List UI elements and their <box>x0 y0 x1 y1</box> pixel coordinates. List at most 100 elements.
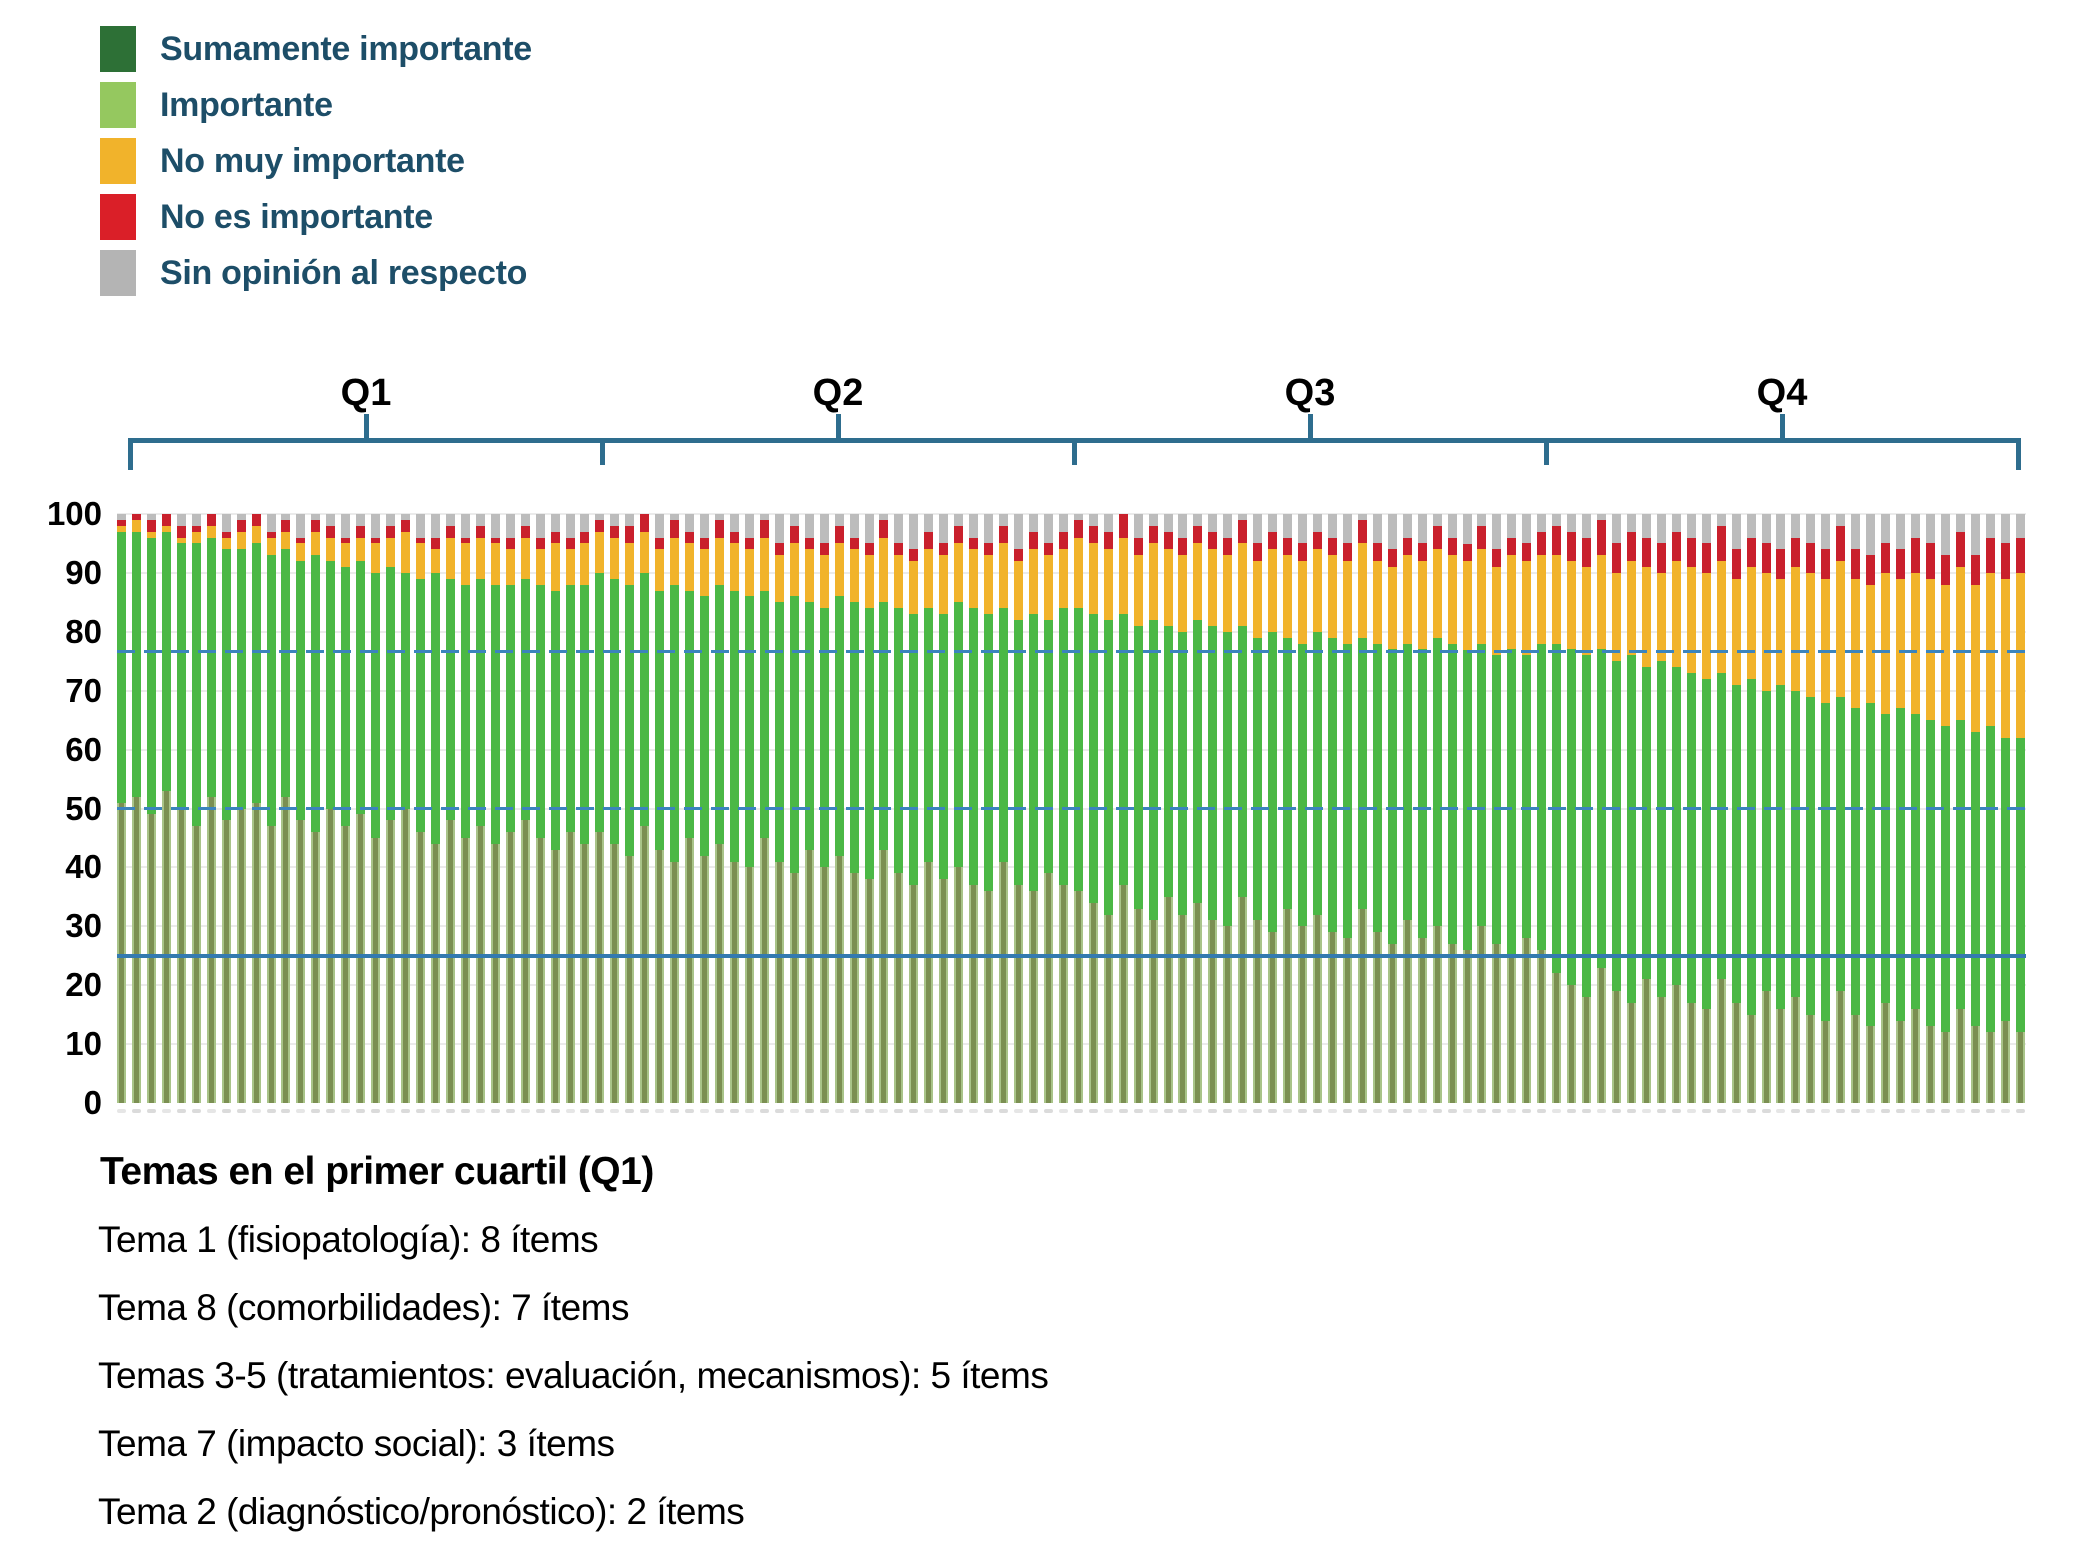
x-tick-smudge <box>759 1109 769 1113</box>
segment-no_es <box>1925 543 1935 579</box>
segment-importante <box>1028 614 1038 891</box>
segment-no_muy <box>117 525 126 532</box>
segment-importante <box>505 584 515 833</box>
segment-sin_opinion <box>1911 514 1920 538</box>
stacked-bar <box>281 514 291 1103</box>
segment-importante <box>1701 678 1711 1009</box>
segment-sin_opinion <box>670 514 680 520</box>
segment-importante <box>1896 708 1906 1021</box>
segment-no_muy <box>1507 555 1517 650</box>
footer-line: Temas 3-5 (tratamientos: evaluación, mec… <box>98 1355 1049 1396</box>
segment-no_muy <box>1731 578 1741 685</box>
segment-sumamente <box>356 814 366 1103</box>
segment-importante <box>1821 702 1831 1021</box>
segment-no_es <box>1118 514 1128 538</box>
x-tick-smudge <box>849 1109 859 1113</box>
segment-sin_opinion <box>1731 514 1741 550</box>
quartile-label-q3: Q3 <box>1284 372 1336 414</box>
bracket-boundary-tick <box>2016 438 2021 470</box>
stacked-bar <box>266 514 276 1103</box>
segment-sumamente <box>1043 873 1053 1103</box>
segment-no_es <box>430 537 440 550</box>
segment-no_es <box>610 525 620 538</box>
segment-no_muy <box>879 537 889 603</box>
x-tick-smudge <box>1522 1109 1532 1113</box>
segment-no_es <box>1985 537 1995 573</box>
segment-no_es <box>1088 525 1098 544</box>
segment-importante <box>131 531 141 797</box>
x-tick-smudge <box>445 1109 455 1113</box>
quartile-label-q1: Q1 <box>340 372 392 414</box>
stacked-bar <box>715 514 724 1103</box>
segment-sumamente <box>685 837 695 1103</box>
x-tick-smudge <box>1671 1109 1681 1113</box>
stacked-bar <box>1851 514 1861 1103</box>
segment-sin_opinion <box>505 514 515 538</box>
segment-sumamente <box>1492 943 1502 1103</box>
x-tick-smudge <box>1582 1109 1592 1113</box>
segment-no_es <box>1522 543 1532 562</box>
segment-no_muy <box>1298 561 1308 644</box>
segment-importante <box>1851 708 1861 1015</box>
x-tick-smudge <box>1133 1109 1143 1113</box>
stacked-bar <box>1253 514 1263 1103</box>
segment-sumamente <box>1103 914 1113 1103</box>
segment-no_muy <box>191 531 201 544</box>
segment-sumamente <box>1253 920 1263 1103</box>
stacked-bar <box>460 514 470 1103</box>
segment-no_es <box>117 519 126 526</box>
segment-sumamente <box>445 820 455 1103</box>
segment-no_muy <box>1432 549 1442 638</box>
segment-sumamente <box>700 855 710 1103</box>
x-tick-smudge <box>670 1109 680 1113</box>
segment-no_es <box>326 525 336 538</box>
segment-sin_opinion <box>999 514 1009 526</box>
segment-no_muy <box>1911 572 1920 715</box>
stacked-bar <box>1208 514 1218 1103</box>
segment-sin_opinion <box>1776 514 1786 550</box>
x-tick-smudge <box>879 1109 889 1113</box>
stacked-bar <box>565 514 575 1103</box>
segment-sumamente <box>954 867 964 1103</box>
segment-no_muy <box>1447 555 1457 644</box>
segment-importante <box>1776 684 1786 1009</box>
segment-importante <box>655 590 665 850</box>
segment-sumamente <box>550 849 560 1103</box>
segment-importante <box>460 584 470 838</box>
segment-sin_opinion <box>1193 514 1203 526</box>
segment-no_muy <box>1088 543 1098 615</box>
segment-importante <box>1268 631 1278 933</box>
stacked-bar <box>984 514 994 1103</box>
stacked-bar <box>251 514 261 1103</box>
segment-importante <box>744 596 754 868</box>
segment-no_muy <box>729 543 739 591</box>
segment-sumamente <box>1298 926 1308 1103</box>
segment-sin_opinion <box>221 514 231 532</box>
stacked-bar <box>1626 514 1636 1103</box>
segment-no_es <box>460 537 470 544</box>
segment-sin_opinion <box>1597 514 1607 520</box>
segment-sin_opinion <box>1537 514 1547 532</box>
segment-sin_opinion <box>1671 514 1681 532</box>
y-axis-tick-label: 90 <box>65 553 102 591</box>
segment-no_es <box>1387 549 1397 568</box>
segment-sumamente <box>894 873 904 1103</box>
reference-line-solid <box>117 953 2026 958</box>
segment-sin_opinion <box>445 514 455 526</box>
segment-importante <box>1806 696 1816 1015</box>
segment-sin_opinion <box>924 514 934 532</box>
segment-importante <box>1253 637 1263 921</box>
segment-sumamente <box>1821 1020 1831 1103</box>
stacked-bar <box>1492 514 1502 1103</box>
x-tick-smudge <box>1342 1109 1352 1113</box>
segment-importante <box>894 608 904 874</box>
segment-sumamente <box>1776 1008 1786 1103</box>
stacked-bar <box>1582 514 1592 1103</box>
x-tick-smudge <box>1507 1109 1517 1113</box>
segment-no_es <box>879 519 889 538</box>
x-tick-smudge <box>1791 1109 1801 1113</box>
segment-no_es <box>789 525 799 544</box>
segment-sumamente <box>266 826 276 1103</box>
segment-importante <box>969 608 979 886</box>
segment-no_es <box>1193 525 1203 544</box>
